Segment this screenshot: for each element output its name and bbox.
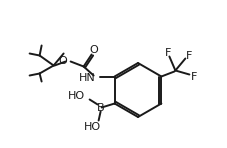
Text: HO: HO (67, 90, 84, 100)
Text: O: O (89, 45, 98, 54)
Text: F: F (190, 71, 197, 82)
Text: HO: HO (84, 122, 101, 132)
Text: F: F (185, 50, 192, 61)
Text: HN: HN (79, 73, 95, 82)
Text: B: B (96, 103, 104, 112)
Text: O: O (59, 56, 67, 66)
Text: F: F (165, 48, 171, 58)
